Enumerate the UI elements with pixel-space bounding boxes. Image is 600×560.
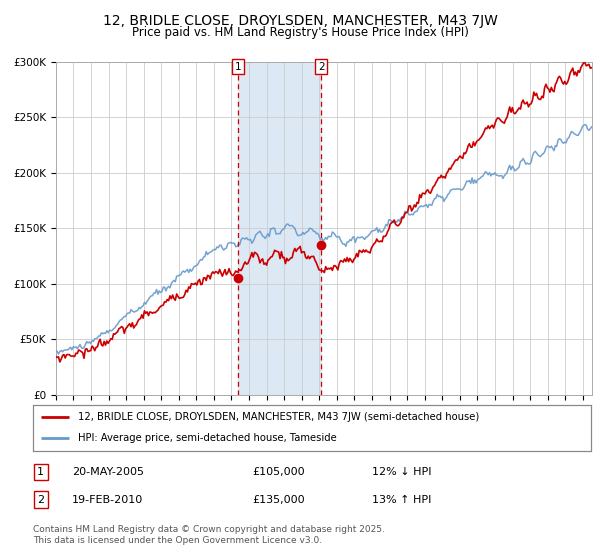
Text: 2: 2: [37, 494, 44, 505]
Text: 13% ↑ HPI: 13% ↑ HPI: [372, 494, 431, 505]
Text: 12, BRIDLE CLOSE, DROYLSDEN, MANCHESTER, M43 7JW (semi-detached house): 12, BRIDLE CLOSE, DROYLSDEN, MANCHESTER,…: [77, 412, 479, 422]
Text: 19-FEB-2010: 19-FEB-2010: [72, 494, 143, 505]
Text: 12, BRIDLE CLOSE, DROYLSDEN, MANCHESTER, M43 7JW: 12, BRIDLE CLOSE, DROYLSDEN, MANCHESTER,…: [103, 14, 497, 28]
Text: 20-MAY-2005: 20-MAY-2005: [72, 467, 144, 477]
Text: Contains HM Land Registry data © Crown copyright and database right 2025.
This d: Contains HM Land Registry data © Crown c…: [33, 525, 385, 545]
Text: 2: 2: [318, 62, 325, 72]
Bar: [238, 62, 322, 395]
Text: 1: 1: [235, 62, 241, 72]
Text: 12% ↓ HPI: 12% ↓ HPI: [372, 467, 431, 477]
Text: £135,000: £135,000: [252, 494, 305, 505]
Text: HPI: Average price, semi-detached house, Tameside: HPI: Average price, semi-detached house,…: [77, 433, 337, 444]
Text: £105,000: £105,000: [252, 467, 305, 477]
Text: 1: 1: [37, 467, 44, 477]
Text: Price paid vs. HM Land Registry's House Price Index (HPI): Price paid vs. HM Land Registry's House …: [131, 26, 469, 39]
